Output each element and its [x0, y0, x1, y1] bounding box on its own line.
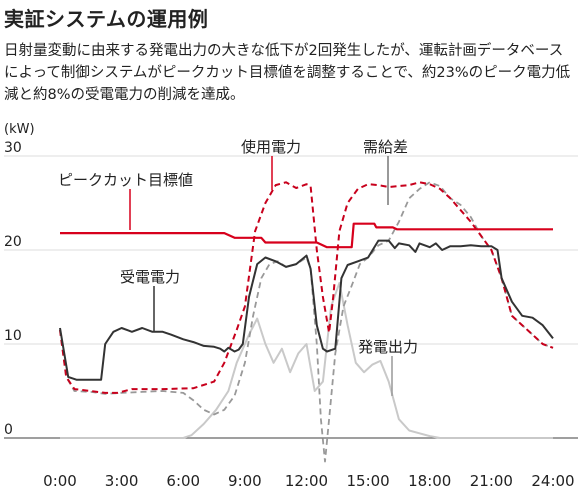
series-line-peak-target [60, 222, 553, 249]
chart-description: 日射量変動に由来する発電出力の大きな低下が2回発生したが、運転計画データベースに… [4, 43, 571, 103]
y-tick-label: 20 [4, 234, 22, 250]
x-tick-label: 9:00 [228, 472, 262, 490]
x-tick-label: 18:00 [408, 472, 451, 490]
x-tick-label: 6:00 [166, 472, 200, 490]
x-tick-label: 0:00 [43, 472, 77, 490]
x-tick-label: 12:00 [285, 472, 328, 490]
x-tick-label: 24:00 [531, 472, 574, 490]
y-tick-label: 10 [4, 328, 22, 344]
series-line-demand-supply [59, 181, 554, 463]
y-tick-labels: 0 10 20 30 [4, 140, 22, 438]
series-line-generation [60, 281, 553, 439]
series-line-received [59, 239, 554, 381]
chart-title: 実証システムの運用例 [4, 7, 209, 31]
x-tick-labels: 0:00 3:00 6:00 9:00 12:00 15:00 18:00 21:00 24:0… [43, 472, 574, 490]
series-label-peak-target: ピークカット目標値 [58, 171, 193, 189]
x-tick-label: 3:00 [105, 472, 139, 490]
series-label-received: 受電電力 [120, 268, 180, 286]
y-tick-label: 0 [4, 422, 13, 438]
series-label-generation: 発電出力 [358, 338, 418, 356]
series-label-usage: 使用電力 [241, 138, 301, 156]
leader-lines [129, 156, 393, 396]
grid [4, 155, 578, 439]
series-lines [59, 181, 554, 463]
y-tick-label: 30 [4, 140, 22, 156]
x-tick-label: 21:00 [470, 472, 513, 490]
series-label-demand-supply: 需給差 [363, 138, 408, 156]
unit-label: (kW) [4, 122, 35, 137]
series-line-usage [59, 181, 554, 394]
x-tick-label: 15:00 [347, 472, 390, 490]
